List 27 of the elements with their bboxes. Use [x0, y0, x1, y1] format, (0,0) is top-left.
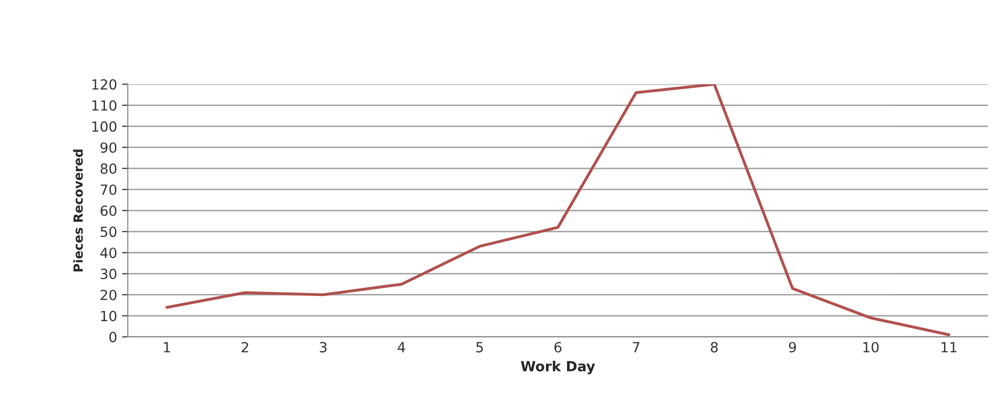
- y-tick-label: 60: [100, 205, 116, 216]
- y-tick-label: 110: [92, 100, 116, 111]
- x-tick-label: 8: [710, 342, 718, 352]
- y-tick-label: 0: [109, 332, 116, 342]
- y-tick-label: 50: [100, 226, 116, 238]
- y-tick-label: 90: [100, 142, 116, 153]
- x-tick-label: 10: [863, 342, 879, 352]
- y-tick-label: 80: [100, 163, 116, 174]
- y-tick-label: 40: [100, 248, 116, 258]
- y-tick-label: 70: [100, 184, 116, 195]
- y-tick-label: 20: [100, 290, 116, 300]
- x-tick-label: 9: [788, 342, 796, 352]
- x-tick-label: 3: [320, 342, 327, 352]
- y-axis-title: Pieces Recovered: [73, 150, 83, 272]
- y-tick-label: 100: [92, 121, 116, 132]
- x-tick-label: 6: [554, 342, 562, 352]
- x-tick-label: 5: [476, 342, 483, 352]
- y-tick-label: 10: [101, 310, 116, 322]
- x-tick-label: 4: [398, 342, 406, 352]
- line-series: [165, 84, 950, 336]
- x-tick-label: 1: [164, 342, 170, 352]
- x-tick-label: 11: [942, 342, 956, 352]
- y-tick-label: 30: [100, 268, 116, 280]
- x-axis-title: Work Day: [520, 360, 596, 374]
- x-tick-label: 7: [632, 342, 640, 352]
- x-tick-label: 2: [242, 342, 248, 352]
- y-tick-label: 120: [92, 79, 116, 90]
